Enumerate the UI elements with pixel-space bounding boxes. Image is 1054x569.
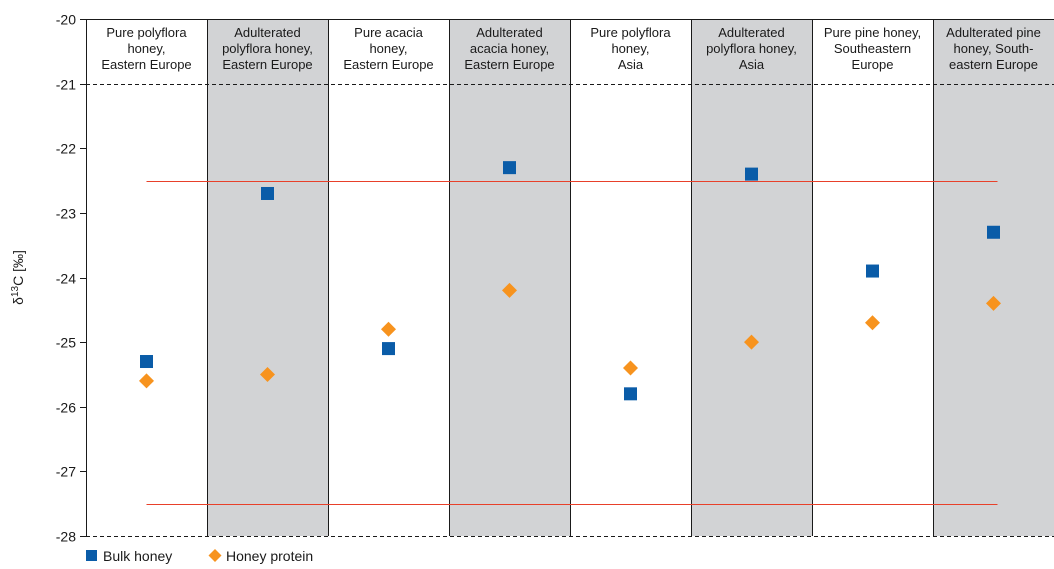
bulk-honey-point-6 xyxy=(745,167,758,181)
y-tick-label: -24 xyxy=(56,271,76,287)
bulk-honey-point-5 xyxy=(624,387,637,401)
y-axis-title: δ13C [‰] xyxy=(10,250,26,305)
legend-label-1: Bulk honey xyxy=(103,548,172,564)
honey-protein-point-7 xyxy=(865,315,880,331)
bulk-honey-point-1 xyxy=(140,355,153,369)
bulk-honey-point-7 xyxy=(866,264,879,278)
y-tick-label: -26 xyxy=(56,400,76,416)
legend-diamond-icon xyxy=(208,549,222,562)
honey-protein-point-3 xyxy=(381,321,396,337)
legend-square-icon xyxy=(86,550,97,561)
y-tick-label: -21 xyxy=(56,77,76,93)
honey-protein-point-1 xyxy=(139,373,154,389)
category-label-1: Pure polyflora honey, Eastern Europe xyxy=(101,25,191,72)
category-label-7: Pure pine honey, Southeastern Europe xyxy=(824,25,921,72)
category-label-2: Adulterated polyflora honey, Eastern Europ… xyxy=(222,25,313,72)
category-label-8: Adulterated pine honey, South-eastern Eur… xyxy=(946,25,1041,72)
honey-protein-point-6 xyxy=(744,334,759,350)
category-label-4: Adulterated acacia honey, Eastern Europe xyxy=(464,25,554,72)
bulk-honey-point-2 xyxy=(261,186,274,200)
category-label-6: Adulterated polyflora honey, Asia xyxy=(706,25,797,72)
honey-protein-point-5 xyxy=(623,360,638,376)
shaded-panel-4 xyxy=(449,19,570,536)
bulk-honey-point-4 xyxy=(503,161,516,175)
y-tick-label: -25 xyxy=(56,335,76,351)
shaded-panel-6 xyxy=(691,19,812,536)
bulk-honey-point-8 xyxy=(987,225,1000,239)
honey-protein-point-2 xyxy=(260,366,275,382)
category-label-5: Pure polyflora honey, Asia xyxy=(590,25,671,72)
bulk-honey-point-3 xyxy=(382,342,395,356)
y-tick-label: -22 xyxy=(56,141,76,157)
legend-label-2: Honey protein xyxy=(226,548,313,564)
shaded-panel-8 xyxy=(933,19,1054,536)
category-label-3: Pure acacia honey, Eastern Europe xyxy=(343,25,433,72)
honey-protein-point-8 xyxy=(986,295,1001,311)
y-tick-label: -20 xyxy=(56,12,76,28)
shaded-panel-2 xyxy=(207,19,328,536)
y-tick-label: -27 xyxy=(56,464,76,480)
y-tick-label: -23 xyxy=(56,206,76,222)
honey-protein-point-4 xyxy=(502,282,517,298)
y-tick-label: -28 xyxy=(56,529,76,545)
